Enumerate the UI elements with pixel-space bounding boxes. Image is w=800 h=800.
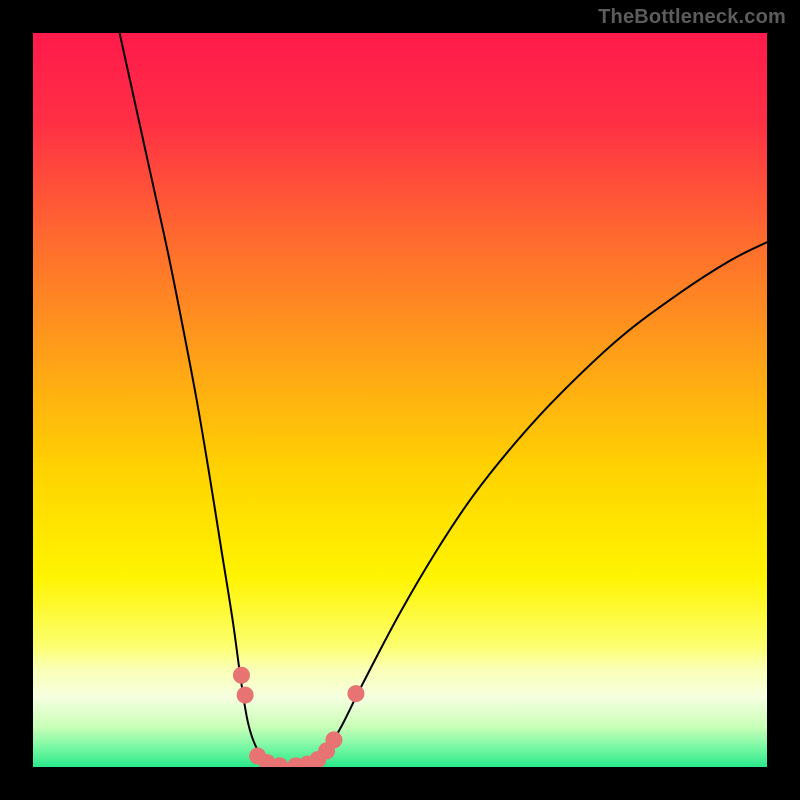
watermark-text: TheBottleneck.com (598, 6, 786, 29)
plot-area (33, 33, 767, 767)
chart-svg (33, 33, 767, 767)
data-marker (325, 731, 342, 748)
data-marker (237, 687, 254, 704)
chart-frame: TheBottleneck.com (0, 0, 800, 800)
data-marker (347, 685, 364, 702)
data-marker (233, 667, 250, 684)
